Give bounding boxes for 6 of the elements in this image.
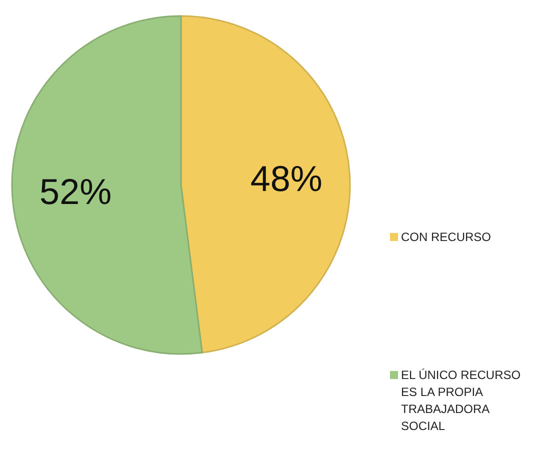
pie-slice [180,15,350,354]
data-label: 48% [250,158,322,199]
pie-slice [12,15,203,355]
legend-label: CON RECURSO [401,230,492,244]
data-label: 52% [40,171,112,212]
legend-label: EL ÚNICO RECURSO ES LA PROPIA TRABAJADORA SOCIAL [401,368,521,433]
